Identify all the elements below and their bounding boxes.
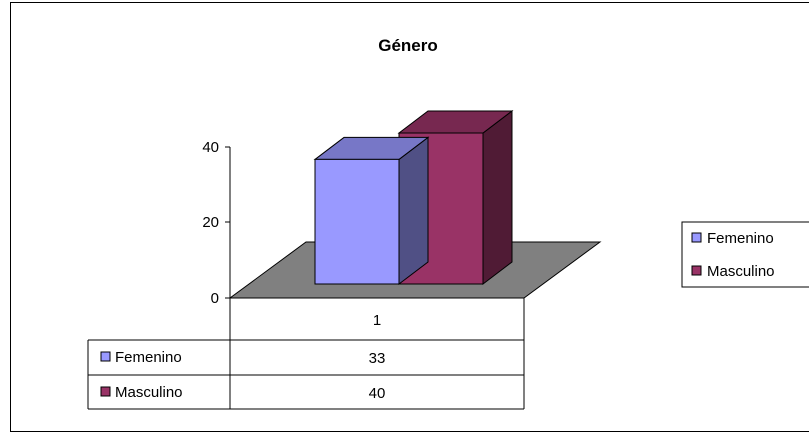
y-tick-label: 0 [211, 290, 219, 307]
chart-title: Género [378, 36, 438, 55]
bar-front-face [314, 158, 400, 285]
table-value-cell: 33 [369, 350, 386, 367]
y-tick-label: 20 [202, 214, 219, 231]
legend-label: Masculino [707, 263, 775, 280]
bar-side-face [398, 136, 429, 286]
bar-side-face [482, 109, 513, 286]
table-series-label: Masculino [115, 384, 183, 401]
table-category-header: 1 [373, 312, 381, 329]
legend-label: Femenino [707, 230, 774, 247]
bar-femenino [313, 136, 430, 286]
data-table [87, 298, 525, 410]
legend-key [691, 265, 702, 276]
legend-box [681, 221, 809, 288]
bars-group [313, 109, 514, 286]
table-series-label: Femenino [115, 349, 182, 366]
table-value-cell: 40 [369, 385, 386, 402]
table-series-key [100, 351, 111, 362]
legend-key [691, 232, 702, 243]
table-series-key [100, 386, 111, 397]
y-tick-label: 40 [202, 139, 219, 156]
